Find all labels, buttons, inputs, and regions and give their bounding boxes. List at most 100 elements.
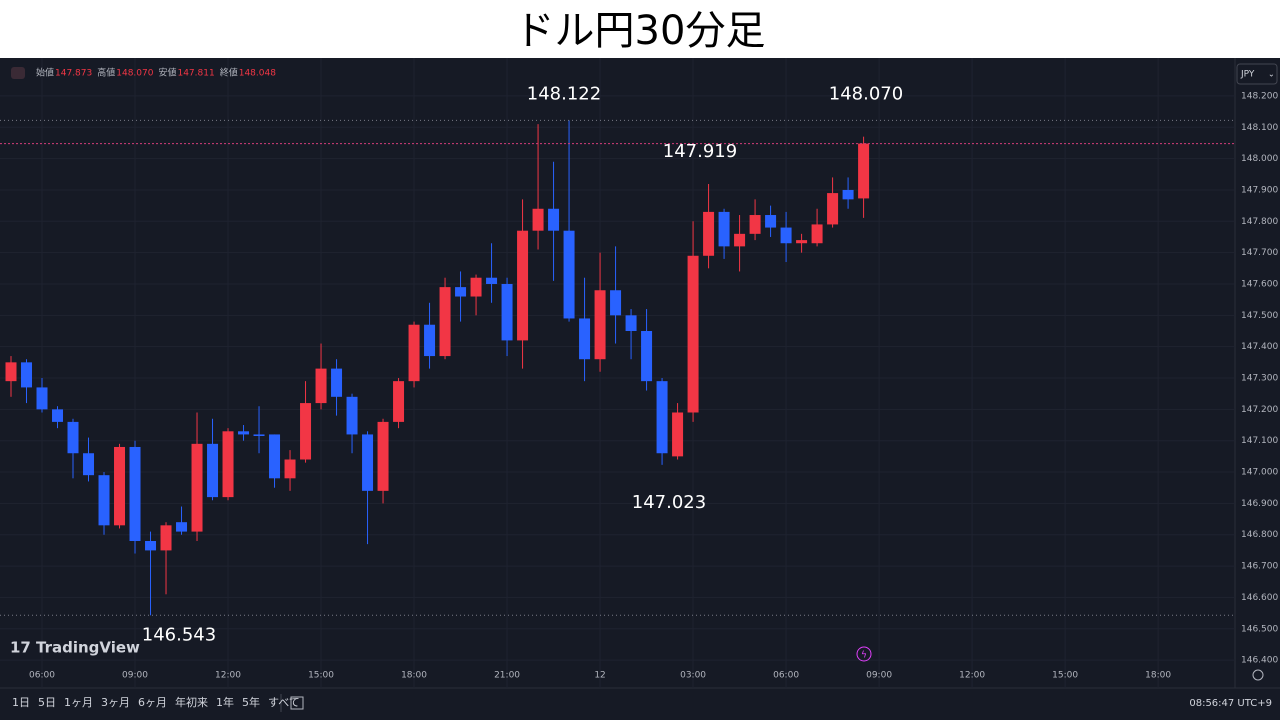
range-button[interactable]: 6ヶ月 [138,696,167,709]
candle-body [594,290,606,360]
candle-body [532,208,544,231]
title-bar [0,0,1280,58]
y-tick-label: 147.400 [1241,342,1278,352]
x-tick-label: 15:00 [308,671,334,681]
candle-body [796,240,808,244]
lightning-glyph: ϟ [861,651,867,661]
candle-body [687,255,699,413]
ohlc-label: 安値 [158,67,176,79]
x-tick-label: 03:00 [680,671,706,681]
ohlc-label: 始値 [36,67,54,79]
y-tick-label: 146.500 [1241,624,1278,634]
range-button[interactable]: 1ヶ月 [64,696,93,709]
x-tick-label: 06:00 [29,671,55,681]
y-tick-label: 146.400 [1241,656,1278,666]
range-button[interactable]: 1年 [216,695,234,709]
range-button[interactable]: 年初来 [175,695,208,709]
candle-body [331,368,343,397]
settings-icon[interactable] [1252,669,1264,681]
candle-body [424,324,436,357]
x-tick-label: 09:00 [866,671,892,681]
x-tick-label: 12 [594,671,605,681]
ui-layer: JPY ⌄ 17 TradingView ϟ 08:56:47 UTC+9 始値… [10,63,1278,712]
calendar-icon[interactable] [290,696,304,710]
chart-background [0,58,1280,720]
candle-body [253,434,265,436]
candle-body [780,227,792,244]
y-tick-label: 146.600 [1241,593,1278,603]
candle-body [656,381,668,454]
annotation: 147.023 [632,492,706,513]
candle-body [238,431,250,435]
annotation: 148.070 [829,84,903,105]
brand: TradingView [36,639,140,657]
y-tick-label: 147.300 [1241,374,1278,384]
menu-icon[interactable] [11,67,25,79]
candle-body [749,215,761,234]
y-tick-label: 147.900 [1241,185,1278,195]
x-tick-label: 12:00 [959,671,985,681]
candle-body [486,277,498,284]
candle-body [36,387,48,410]
candle-body [83,453,95,476]
y-tick-label: 146.700 [1241,562,1278,572]
candle-body [377,421,389,491]
currency[interactable]: JPY [1240,70,1255,80]
candle-body [114,446,126,526]
candle-body [52,409,64,422]
candle-body [269,434,281,479]
annotation: 147.919 [663,141,737,162]
candle-body [563,230,575,319]
candle-body [207,443,219,498]
x-tick-label: 18:00 [1145,671,1171,681]
candle-body [811,224,823,244]
y-tick-label: 147.200 [1241,405,1278,415]
candle-body [145,541,157,551]
ohlc-value: 148.070 [116,69,153,79]
clock: 08:56:47 UTC+9 [1189,698,1272,709]
candle-body [21,362,33,388]
candle-body [641,331,653,382]
candle-body [67,421,79,454]
candle-body [625,315,637,331]
range-button[interactable]: 5年 [242,695,260,709]
plot: 148.122 148.070 147.919 147.023 146.543 [0,83,1235,645]
y-tick-label: 147.700 [1241,248,1278,258]
x-tick-label: 06:00 [773,671,799,681]
chart-title: ドル円30分足 [515,8,766,54]
currency-select[interactable] [1236,63,1278,85]
candle-body [191,443,203,532]
y-tick-label: 147.000 [1241,468,1278,478]
y-tick-label: 146.800 [1241,530,1278,540]
lightning-icon[interactable] [856,646,872,662]
candle-body [703,211,715,256]
candle-body [517,230,529,341]
y-tick-label: 147.800 [1241,217,1278,227]
x-tick-label: 09:00 [122,671,148,681]
candle-body [160,525,172,551]
candle-body [579,318,591,360]
y-tick-label: 148.000 [1241,154,1278,164]
y-tick-label: 147.600 [1241,279,1278,289]
candle-body [827,193,839,225]
range-button[interactable]: 3ヶ月 [101,696,130,709]
candle-body [284,459,296,479]
y-tick-label: 147.100 [1241,436,1278,446]
x-tick-label: 15:00 [1052,671,1078,681]
range-button[interactable]: 1日 [12,696,30,709]
candle-body [5,362,17,382]
ohlc-value: 148.048 [239,69,276,79]
ohlc-value: 147.811 [177,69,214,79]
candle-body [842,189,854,200]
logo-mark: 17 [10,639,31,657]
candle-body [610,290,622,316]
ohlc-value: 147.873 [55,69,92,79]
candle-body [393,381,405,422]
candle-body [455,287,467,297]
y-tick-label: 146.900 [1241,499,1278,509]
candle-body [734,233,746,247]
range-button[interactable]: すべて [268,696,300,709]
candle-body [315,368,327,404]
range-button[interactable]: 5日 [38,696,56,709]
annotation: 146.543 [142,624,216,645]
